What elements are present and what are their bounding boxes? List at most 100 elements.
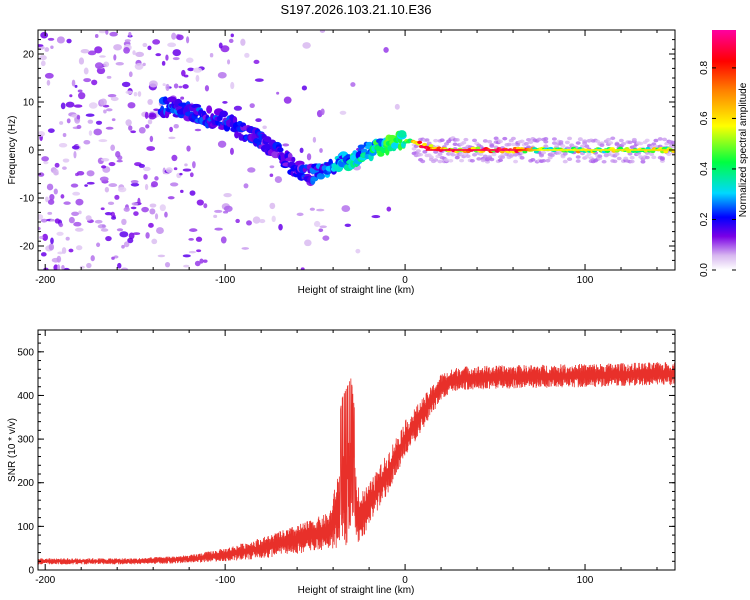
spectrogram-halo-blob	[638, 141, 644, 146]
figure-title: S197.2026.103.21.10.E36	[280, 2, 431, 17]
spectrogram-halo-blob	[433, 158, 439, 162]
spectrogram-noise-blob	[69, 94, 73, 98]
spectrogram-ylabel: Frequency (Hz)	[7, 116, 18, 185]
spectrogram-noise-blob	[40, 252, 47, 257]
colorbar: 0.0 0.2 0.4 0.6 0.8 Normalized spectral ampl…	[699, 30, 749, 277]
spectrogram-noise-blob	[304, 239, 312, 247]
spectrogram-noise-blob	[182, 84, 189, 89]
colorbar-gradient	[712, 30, 736, 270]
spectrogram-halo-blob	[575, 141, 581, 145]
spectrogram-halo-blob	[497, 158, 503, 163]
spectrogram-noise-blob	[282, 143, 290, 147]
spectrogram-noise-blob	[386, 206, 392, 212]
spectrogram-noise-blob	[117, 186, 127, 193]
spectrogram-noise-blob	[99, 98, 107, 106]
spectrogram-ridge-blob	[663, 150, 669, 154]
spectrogram-noise-blob	[49, 193, 55, 201]
spectrogram-halo-blob	[670, 140, 675, 145]
spectrogram-noise-blob	[179, 172, 183, 176]
spectrogram-noise-blob	[80, 49, 90, 54]
spectrogram-noise-blob	[220, 45, 230, 53]
spectrogram-noise-blob	[130, 182, 140, 187]
spectrogram-noise-blob	[76, 114, 81, 120]
spectrogram-halo-blob	[448, 158, 454, 163]
spectrogram-noise-blob	[94, 219, 103, 224]
spectrogram-noise-blob	[113, 54, 117, 61]
spectrogram-noise-blob	[194, 260, 201, 267]
spectrogram-noise-blob	[180, 96, 185, 100]
spectrogram-noise-blob	[38, 44, 44, 47]
spectrogram-noise-blob	[57, 251, 64, 255]
spectrogram-noise-blob	[61, 264, 65, 270]
spectrogram-noise-blob	[302, 42, 311, 49]
spectrogram-y-tick-label: 20	[23, 50, 35, 61]
spectrogram-noise-blob	[73, 151, 77, 159]
spectrogram-x-tick-label: -100	[215, 275, 235, 286]
spectrogram-noise-blob	[73, 104, 83, 108]
spectrogram-noise-blob	[65, 236, 70, 241]
spectrogram-halo-blob	[523, 141, 529, 146]
spectrogram-noise-blob	[196, 249, 202, 253]
spectrogram-noise-blob	[87, 50, 97, 56]
spectrogram-halo-blob	[629, 159, 635, 164]
spectrogram-noise-blob	[74, 227, 84, 232]
spectrogram-halo-blob	[577, 137, 583, 141]
spectrogram-halo-blob	[567, 157, 573, 162]
snr-y-tick-label: 400	[17, 391, 34, 402]
snr-panel: -200 -100 0 100 0 100 200 300 400 500 Height of s…	[7, 329, 676, 596]
spectrogram-noise-blob	[223, 193, 232, 198]
spectrogram-noise-blob	[249, 103, 255, 109]
spectrogram-noise-blob	[188, 237, 194, 241]
spectrogram-noise-blob	[214, 209, 223, 213]
spectrogram-noise-blob	[252, 216, 261, 224]
colorbar-tick-label: 0.6	[699, 111, 710, 125]
spectrogram-noise-blob	[116, 159, 123, 163]
spectrogram-noise-blob	[241, 247, 249, 250]
spectrogram-noise-blob	[214, 227, 223, 231]
spectrogram-noise-blob	[103, 61, 110, 68]
spectrogram-noise-blob	[62, 132, 67, 138]
spectrogram-noise-blob	[47, 128, 55, 133]
spectrogram-noise-blob	[71, 211, 80, 216]
spectrogram-noise-blob	[59, 121, 64, 125]
spectrogram-noise-blob	[116, 228, 124, 232]
spectrogram-noise-blob	[58, 142, 68, 148]
spectrogram-halo-blob	[454, 138, 460, 142]
spectrogram-noise-blob	[168, 136, 176, 140]
spectrogram-halo-blob	[597, 154, 603, 158]
spectrogram-noise-blob	[38, 214, 44, 220]
spectrogram-y-tick-label: -20	[20, 242, 35, 253]
spectrogram-noise-blob	[123, 46, 130, 54]
spectrogram-halo-blob	[472, 138, 478, 143]
spectrogram-halo-blob	[618, 138, 624, 143]
spectrogram-noise-blob	[283, 96, 292, 104]
spectrogram-noise-blob	[86, 262, 92, 269]
spectrogram-y-tick-label: -10	[20, 194, 35, 205]
spectrogram-halo-blob	[551, 141, 557, 145]
spectrogram-noise-blob	[316, 208, 325, 212]
spectrogram-noise-blob	[75, 198, 84, 206]
spectrogram-halo-blob	[478, 152, 484, 157]
spectrogram-noise-blob	[40, 31, 49, 39]
spectrogram-halo-blob	[418, 152, 424, 157]
spectrogram-noise-blob	[172, 49, 182, 57]
spectrogram-noise-blob	[76, 170, 85, 176]
spectrogram-noise-blob	[70, 183, 79, 188]
spectrogram-halo-blob	[575, 155, 581, 159]
spectrogram-noise-blob	[233, 105, 242, 111]
spectrogram-halo-blob	[469, 158, 475, 163]
spectrogram-noise-blob	[171, 154, 178, 162]
spectrogram-y-tick-label: 10	[23, 98, 35, 109]
spectrogram-noise-blob	[344, 223, 352, 227]
snr-frame	[37, 329, 676, 571]
spectrogram-halo-blob	[582, 141, 588, 145]
spectrogram-noise-blob	[132, 50, 136, 56]
spectrogram-noise-blob	[169, 126, 173, 133]
spectrogram-noise-blob	[189, 190, 196, 196]
spectrogram-noise-blob	[85, 113, 95, 117]
spectrogram-halo-blob	[614, 152, 620, 156]
spectrogram-noise-blob	[46, 183, 54, 191]
spectrogram-noise-blob	[142, 42, 148, 48]
spectrogram-noise-blob	[319, 148, 323, 153]
spectrogram-noise-blob	[137, 197, 141, 205]
